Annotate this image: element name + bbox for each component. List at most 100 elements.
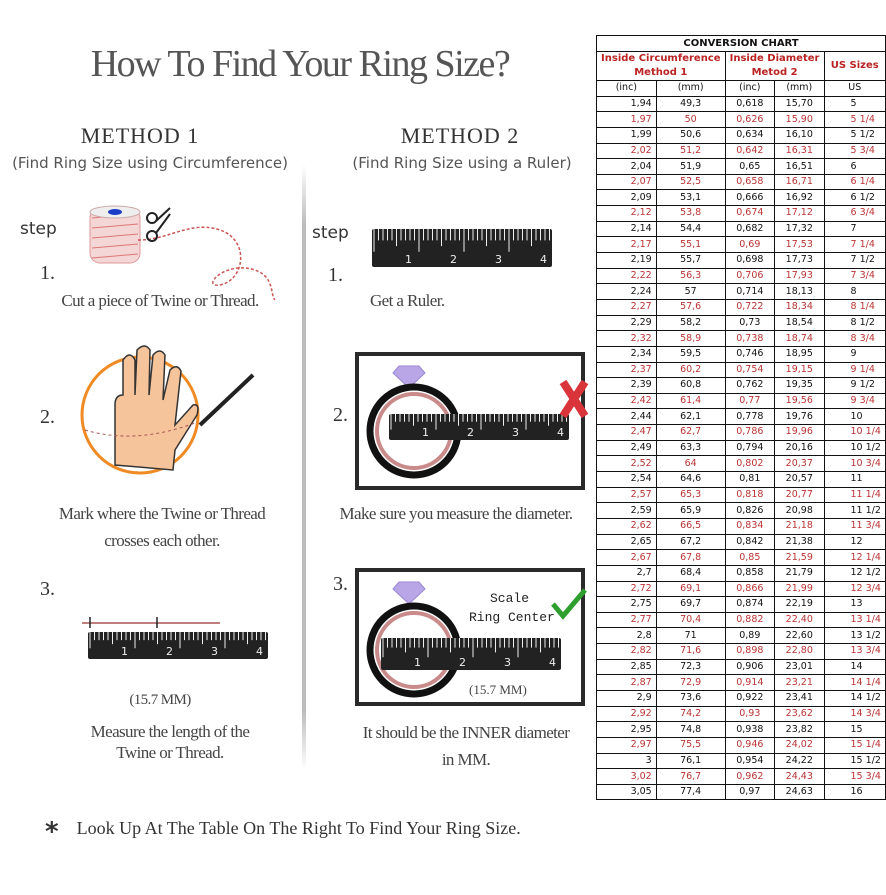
- diameter-inches-cell: 0,914: [724, 674, 776, 691]
- ruler-ticks: [390, 414, 567, 430]
- diameter-inches-cell: 0,77: [724, 392, 776, 410]
- us-size-cell: 14 1/2: [823, 689, 886, 707]
- circumference-inches-cell: 2,75: [596, 596, 657, 613]
- us-size-cell: 12 1/4: [823, 549, 886, 566]
- table-row: 2,77 70,4 0,882 22,40 13 1/4: [596, 611, 886, 629]
- method1-step3-caption-line2: Twine or Thread.: [116, 743, 224, 762]
- diameter-inches-cell: 0,906: [724, 658, 776, 676]
- us-size-cell: 15 1/2: [823, 752, 886, 770]
- table-row: 2,27 57,6 0,722 18,34 8 1/4: [596, 298, 886, 316]
- diameter-mm-cell: 19,15: [774, 361, 825, 379]
- circumference-mm-cell: 71,6: [655, 643, 726, 660]
- circumference-inches-cell: 2,49: [596, 439, 657, 457]
- table-row: 2,09 53,1 0,666 16,92 6 1/2: [596, 189, 886, 207]
- circumference-inches-cell: 2,17: [596, 236, 657, 254]
- header-inside-circumference: Inside Circumference Method 1: [596, 51, 726, 81]
- circumference-mm-cell: 58,9: [655, 330, 726, 347]
- method1-heading: METHOD 1: [80, 123, 200, 148]
- circumference-mm-cell: 76,1: [655, 752, 726, 770]
- ruler-ticks: [382, 638, 559, 658]
- diameter-mm-cell: 15,70: [774, 95, 825, 113]
- unit-header: (inc): [724, 80, 776, 97]
- circumference-mm-cell: 77,4: [655, 783, 726, 801]
- circumference-mm-cell: 50: [655, 111, 726, 128]
- table-row: 2,44 62,1 0,778 19,76 10: [596, 408, 886, 426]
- table-row: 2,07 52,5 0,658 16,71 6 1/4: [596, 173, 886, 191]
- diameter-mm-cell: 23,41: [774, 689, 825, 707]
- twine-spool-scissors-icon: [89, 205, 276, 300]
- diameter-mm-cell: 23,62: [774, 705, 825, 723]
- method1-measurement: (15.7 MM): [129, 692, 191, 708]
- circumference-mm-cell: 60,8: [655, 377, 726, 394]
- diameter-mm-cell: 21,59: [774, 549, 825, 566]
- diameter-mm-cell: 23,21: [774, 674, 825, 691]
- diameter-inches-cell: 0,666: [724, 189, 776, 207]
- table-row: 2,22 56,3 0,706 17,93 7 3/4: [596, 267, 886, 285]
- method1-step2-number: 2.: [40, 406, 55, 428]
- check-mark-icon: [551, 588, 587, 620]
- diameter-mm-cell: 18,13: [774, 283, 825, 300]
- us-size-cell: 11 1/4: [823, 486, 886, 504]
- us-size-cell: 7: [823, 220, 886, 238]
- table-row: 3,02 76,7 0,962 24,43 15 3/4: [596, 768, 886, 785]
- us-size-cell: 14: [823, 658, 886, 676]
- circumference-inches-cell: 2,72: [596, 580, 657, 598]
- us-size-cell: 6: [823, 158, 886, 175]
- cross-mark-icon: [559, 379, 589, 419]
- us-size-cell: 13: [823, 596, 886, 613]
- diameter-inches-cell: 0,93: [724, 705, 776, 723]
- diameter-mm-cell: 22,80: [774, 643, 825, 660]
- method2-step1-number: 1.: [328, 264, 343, 286]
- circumference-mm-cell: 67,2: [655, 533, 726, 551]
- diameter-mm-cell: 16,31: [774, 142, 825, 160]
- table-row: 2,14 54,4 0,682 17,32 7: [596, 220, 886, 238]
- us-size-cell: 5 1/4: [823, 111, 886, 128]
- circumference-inches-cell: 2,7: [596, 564, 657, 582]
- table-row: 2,92 74,2 0,93 23,62 14 3/4: [596, 705, 886, 723]
- circumference-mm-cell: 51,9: [655, 158, 726, 175]
- unit-header: (mm): [655, 80, 726, 97]
- us-size-cell: 10: [823, 408, 886, 426]
- diameter-mm-cell: 20,98: [774, 502, 825, 519]
- ruler-number: 3: [512, 426, 519, 439]
- circumference-inches-cell: 2,77: [596, 611, 657, 629]
- diameter-mm-cell: 18,74: [774, 330, 825, 347]
- diameter-inches-cell: 0,642: [724, 142, 776, 160]
- circumference-mm-cell: 69,7: [655, 596, 726, 613]
- circumference-mm-cell: 52,5: [655, 173, 726, 191]
- ruler-icon: 1 2 3 4: [389, 414, 569, 440]
- circumference-inches-cell: 1,94: [596, 95, 657, 113]
- us-size-cell: 12 3/4: [823, 580, 886, 598]
- diameter-mm-cell: 17,93: [774, 267, 825, 285]
- diameter-mm-cell: 24,43: [774, 768, 825, 785]
- circumference-mm-cell: 71: [655, 627, 726, 645]
- us-size-cell: 7 1/4: [823, 236, 886, 254]
- footer-text: Look Up At The Table On The Right To Fin…: [76, 818, 521, 838]
- table-row: 2,82 71,6 0,898 22,80 13 3/4: [596, 643, 886, 660]
- us-size-cell: 8 1/4: [823, 298, 886, 316]
- unit-header: (mm): [774, 80, 825, 97]
- us-size-cell: 16: [823, 783, 886, 801]
- method2-heading: METHOD 2: [400, 123, 520, 148]
- diameter-inches-cell: 0,938: [724, 721, 776, 738]
- diameter-mm-cell: 22,19: [774, 596, 825, 613]
- page-title: How To Find Your Ring Size?: [90, 43, 511, 85]
- circumference-mm-cell: 64: [655, 455, 726, 473]
- us-size-cell: 15 1/4: [823, 736, 886, 754]
- us-size-cell: 5 3/4: [823, 142, 886, 160]
- circumference-mm-cell: 74,2: [655, 705, 726, 723]
- us-size-cell: 13 1/2: [823, 627, 886, 645]
- circumference-inches-cell: 2,52: [596, 455, 657, 473]
- us-size-cell: 9 1/2: [823, 377, 886, 394]
- diameter-inches-cell: 0,706: [724, 267, 776, 285]
- us-size-cell: 8 1/2: [823, 314, 886, 332]
- us-size-cell: 11 1/2: [823, 502, 886, 519]
- method1-step3-caption-line1: Measure the length of the: [90, 722, 250, 741]
- table-row: 2,34 59,5 0,746 18,95 9: [596, 345, 886, 363]
- circumference-inches-cell: 2,07: [596, 173, 657, 191]
- diameter-inches-cell: 0,962: [724, 768, 776, 785]
- diameter-inches-cell: 0,658: [724, 173, 776, 191]
- method2-step2-caption: Make sure you measure the diameter.: [339, 504, 574, 523]
- us-size-cell: 12: [823, 533, 886, 551]
- circumference-mm-cell: 56,3: [655, 267, 726, 285]
